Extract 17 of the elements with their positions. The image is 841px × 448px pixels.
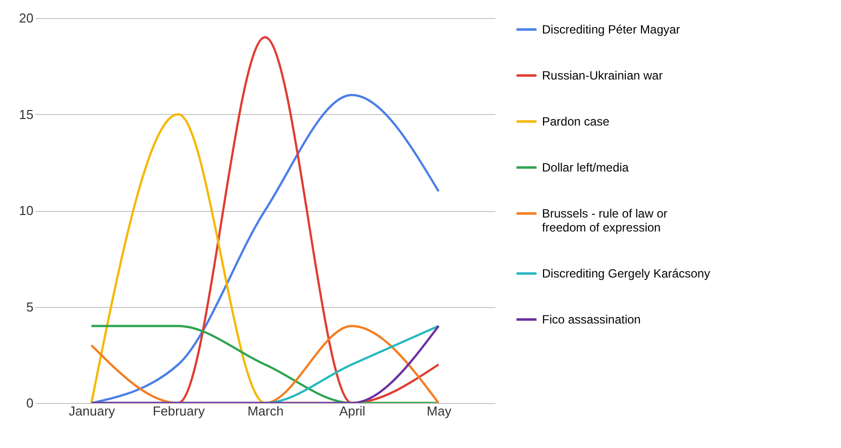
legend-label: Discrediting Péter Magyar	[542, 22, 680, 36]
legend-label: Russian-Ukrainian war	[542, 68, 663, 82]
y-tick-label: 10	[19, 203, 34, 218]
y-tick-label: 0	[26, 396, 34, 410]
legend-label: Dollar left/media	[542, 160, 630, 174]
legend-label: Pardon case	[542, 114, 610, 128]
y-tick-label: 15	[19, 106, 34, 122]
legend-label: Discrediting Gergely Karácsony	[542, 266, 710, 280]
y-tick-label: 5	[26, 299, 34, 314]
x-tick-label: February	[152, 404, 206, 418]
y-tick-label: 20	[19, 10, 34, 26]
x-tick-label: April	[339, 404, 366, 418]
legend-label: Brussels - rule of law or freedom of expression	[542, 206, 668, 234]
legend-label: Fico assassination	[542, 312, 641, 326]
x-tick-label: January	[68, 404, 116, 418]
x-tick-label: March	[247, 404, 284, 418]
x-tick-label: May	[426, 404, 452, 418]
